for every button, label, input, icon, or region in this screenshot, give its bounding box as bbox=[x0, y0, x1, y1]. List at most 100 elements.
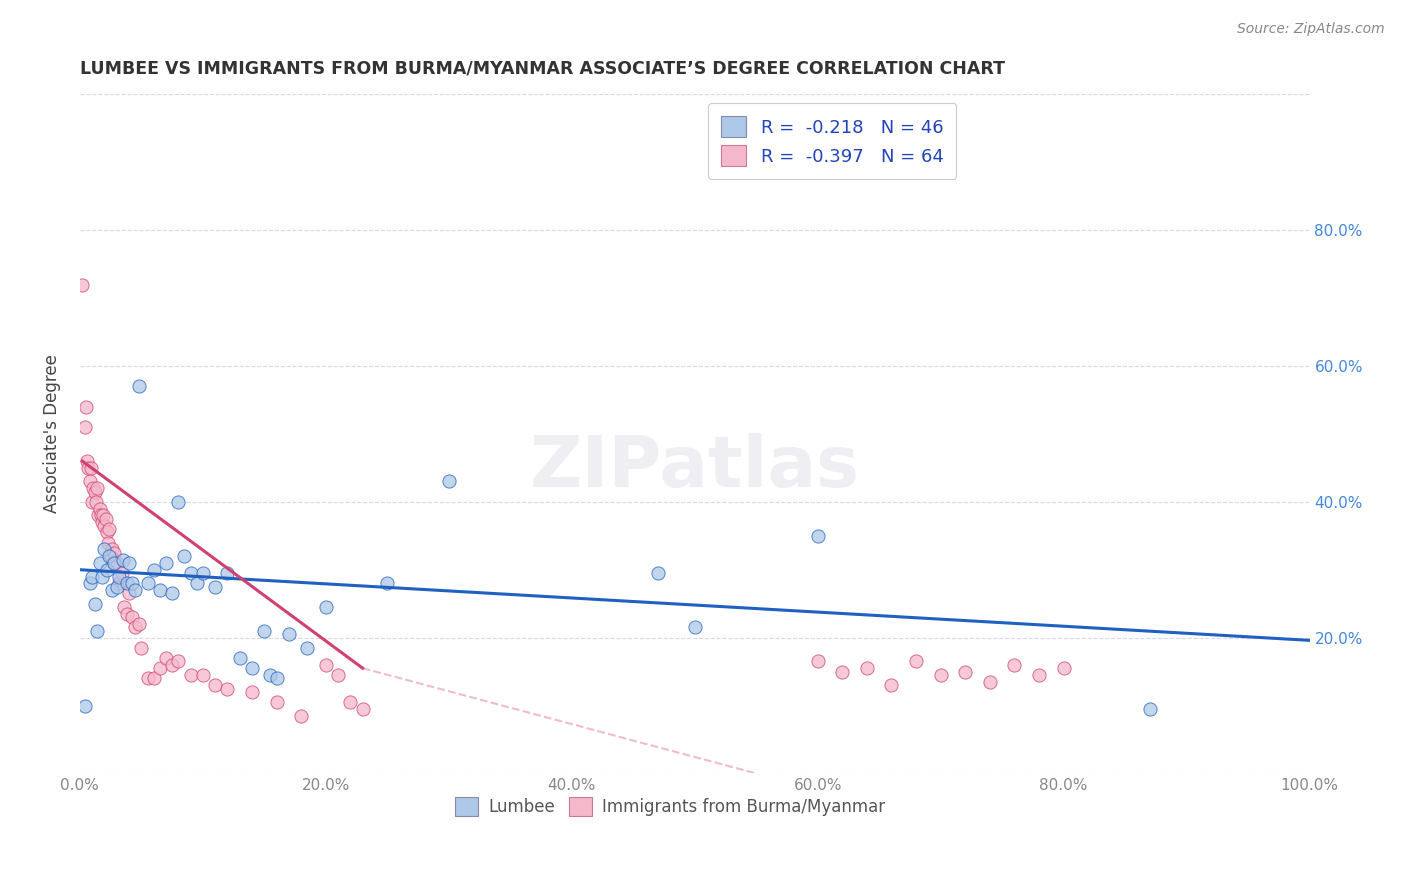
Point bbox=[79, 475, 101, 489]
Point bbox=[1002, 657, 1025, 672]
Point bbox=[315, 657, 337, 672]
Point bbox=[437, 475, 460, 489]
Point bbox=[149, 583, 172, 598]
Point bbox=[96, 525, 118, 540]
Point bbox=[856, 661, 879, 675]
Point bbox=[128, 379, 150, 393]
Point bbox=[98, 522, 121, 536]
Point bbox=[103, 556, 125, 570]
Point bbox=[76, 454, 98, 468]
Point bbox=[115, 576, 138, 591]
Point bbox=[240, 685, 263, 699]
Point bbox=[217, 566, 239, 581]
Point bbox=[204, 580, 226, 594]
Point bbox=[101, 583, 124, 598]
Point bbox=[1052, 661, 1074, 675]
Point bbox=[160, 586, 183, 600]
Point bbox=[807, 654, 830, 668]
Point bbox=[266, 695, 288, 709]
Point bbox=[89, 501, 111, 516]
Point bbox=[83, 597, 105, 611]
Point bbox=[1028, 668, 1050, 682]
Point bbox=[186, 576, 208, 591]
Point bbox=[155, 651, 177, 665]
Point bbox=[131, 640, 153, 655]
Point bbox=[290, 708, 312, 723]
Point bbox=[136, 672, 159, 686]
Point bbox=[229, 651, 252, 665]
Point bbox=[79, 576, 101, 591]
Point bbox=[82, 569, 104, 583]
Point bbox=[115, 607, 138, 621]
Point bbox=[160, 657, 183, 672]
Legend: Lumbee, Immigrants from Burma/Myanmar: Lumbee, Immigrants from Burma/Myanmar bbox=[449, 790, 891, 822]
Point bbox=[112, 600, 135, 615]
Point bbox=[86, 481, 108, 495]
Point bbox=[1139, 702, 1161, 716]
Point bbox=[121, 576, 143, 591]
Point bbox=[240, 661, 263, 675]
Point bbox=[121, 610, 143, 624]
Point bbox=[979, 674, 1001, 689]
Point bbox=[375, 576, 398, 591]
Point bbox=[204, 678, 226, 692]
Point bbox=[173, 549, 195, 563]
Point bbox=[111, 566, 134, 581]
Point bbox=[831, 665, 853, 679]
Point bbox=[180, 566, 202, 581]
Point bbox=[953, 665, 976, 679]
Point bbox=[103, 546, 125, 560]
Point bbox=[93, 518, 115, 533]
Point bbox=[128, 617, 150, 632]
Point bbox=[94, 512, 117, 526]
Point bbox=[118, 586, 141, 600]
Point bbox=[90, 508, 112, 523]
Point bbox=[339, 695, 361, 709]
Point bbox=[98, 549, 121, 563]
Point bbox=[647, 566, 669, 581]
Point bbox=[75, 400, 97, 414]
Point bbox=[82, 495, 104, 509]
Text: LUMBEE VS IMMIGRANTS FROM BURMA/MYANMAR ASSOCIATE’S DEGREE CORRELATION CHART: LUMBEE VS IMMIGRANTS FROM BURMA/MYANMAR … bbox=[80, 60, 1005, 78]
Point bbox=[124, 583, 146, 598]
Point bbox=[315, 600, 337, 615]
Point bbox=[155, 556, 177, 570]
Point bbox=[136, 576, 159, 591]
Point bbox=[89, 556, 111, 570]
Point bbox=[100, 549, 122, 563]
Y-axis label: Associate's Degree: Associate's Degree bbox=[44, 354, 60, 514]
Point bbox=[84, 495, 107, 509]
Point bbox=[87, 508, 110, 523]
Point bbox=[77, 461, 100, 475]
Point bbox=[105, 580, 128, 594]
Point bbox=[124, 620, 146, 634]
Point bbox=[352, 702, 374, 716]
Point bbox=[149, 661, 172, 675]
Point bbox=[683, 620, 706, 634]
Point bbox=[86, 624, 108, 638]
Point bbox=[101, 542, 124, 557]
Point bbox=[191, 668, 214, 682]
Point bbox=[167, 495, 190, 509]
Point bbox=[142, 672, 165, 686]
Point bbox=[259, 668, 281, 682]
Text: Source: ZipAtlas.com: Source: ZipAtlas.com bbox=[1237, 22, 1385, 37]
Point bbox=[93, 542, 115, 557]
Point bbox=[83, 484, 105, 499]
Point bbox=[111, 552, 134, 566]
Point bbox=[191, 566, 214, 581]
Point bbox=[266, 672, 288, 686]
Point bbox=[167, 654, 190, 668]
Point bbox=[807, 529, 830, 543]
Point bbox=[118, 556, 141, 570]
Point bbox=[97, 535, 120, 549]
Point bbox=[105, 556, 128, 570]
Point bbox=[253, 624, 276, 638]
Point bbox=[929, 668, 952, 682]
Point bbox=[73, 698, 96, 713]
Text: ZIPatlas: ZIPatlas bbox=[530, 434, 859, 502]
Point bbox=[96, 563, 118, 577]
Point bbox=[880, 678, 903, 692]
Point bbox=[91, 508, 114, 523]
Point bbox=[73, 420, 96, 434]
